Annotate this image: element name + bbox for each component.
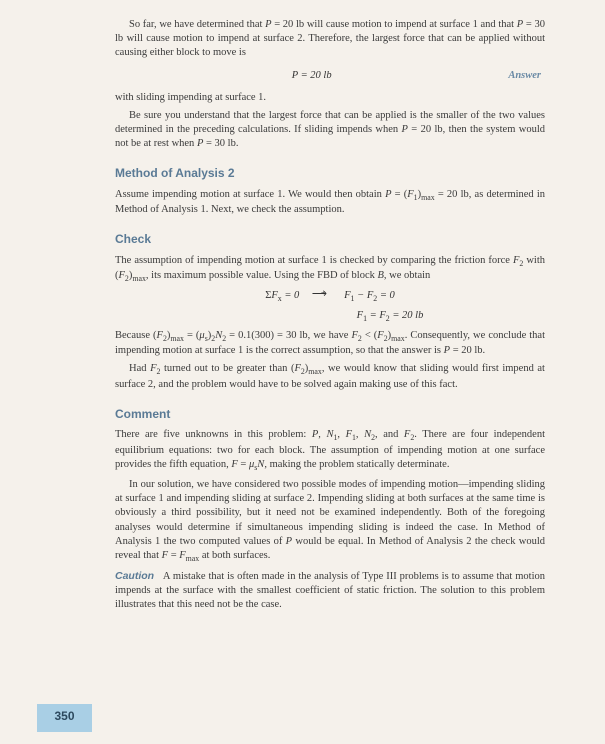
page-number-tab: 350 xyxy=(37,704,92,732)
method2-para-1: Assume impending motion at surface 1. We… xyxy=(115,188,545,218)
intro-para-2: with sliding impending at surface 1. xyxy=(115,91,545,105)
text: = 20 lb will cause motion to impend at s… xyxy=(272,19,517,30)
answer-label: Answer xyxy=(508,69,541,83)
page: So far, we have determined that P = 20 l… xyxy=(0,0,605,744)
intro-para-3: Be sure you understand that the largest … xyxy=(115,109,545,152)
text: So far, we have determined that xyxy=(129,19,265,30)
text: = 30 lb. xyxy=(203,138,238,149)
caution-text: A mistake that is often made in the anal… xyxy=(115,571,545,610)
text: , making the problem statically determin… xyxy=(264,459,449,470)
caution-para: Caution A mistake that is often made in … xyxy=(115,569,545,613)
text: Because xyxy=(115,330,153,341)
text: turned out to be greater than xyxy=(160,363,291,374)
comment-para-2: In our solution, we have considered two … xyxy=(115,478,545,565)
caution-label: Caution xyxy=(115,570,154,582)
answer-equation-row: P = 20 lb Answer xyxy=(115,69,545,83)
text: The assumption of impending motion at su… xyxy=(115,255,513,266)
text: , we obtain xyxy=(384,270,430,281)
intro-para-1: So far, we have determined that P = 20 l… xyxy=(115,18,545,61)
check-eq-1: ΣFx = 0 ⟶+ F1 − F2 = 0 xyxy=(115,289,545,305)
check-para-3: Had F2 turned out to be greater than (F2… xyxy=(115,362,545,392)
comment-para-1: There are five unknowns in this problem:… xyxy=(115,428,545,474)
check-eq-2: F1 = F2 = 20 lb xyxy=(115,309,545,325)
check-para-1: The assumption of impending motion at su… xyxy=(115,254,545,285)
heading-check: Check xyxy=(115,231,545,247)
text: with xyxy=(523,255,545,266)
heading-method-2: Method of Analysis 2 xyxy=(115,165,545,181)
arrow-icon: ⟶+ xyxy=(312,288,332,302)
check-para-2: Because (F2)max = (μs)2N2 = 0.1(300) = 3… xyxy=(115,329,545,359)
text: , and xyxy=(375,429,404,440)
text: Had xyxy=(129,363,150,374)
answer-equation: P = 20 lb xyxy=(115,69,508,83)
text: = 0.1(300) = 30 lb, we have xyxy=(226,330,351,341)
text: , its maximum possible value. Using the … xyxy=(146,270,378,281)
content-column: So far, we have determined that P = 20 l… xyxy=(115,18,545,616)
text: There are five unknowns in this problem: xyxy=(115,429,312,440)
heading-comment: Comment xyxy=(115,406,545,422)
page-number: 350 xyxy=(54,709,74,723)
text: Assume impending motion at surface 1. We… xyxy=(115,189,385,200)
text: = 20 lb. xyxy=(450,345,485,356)
